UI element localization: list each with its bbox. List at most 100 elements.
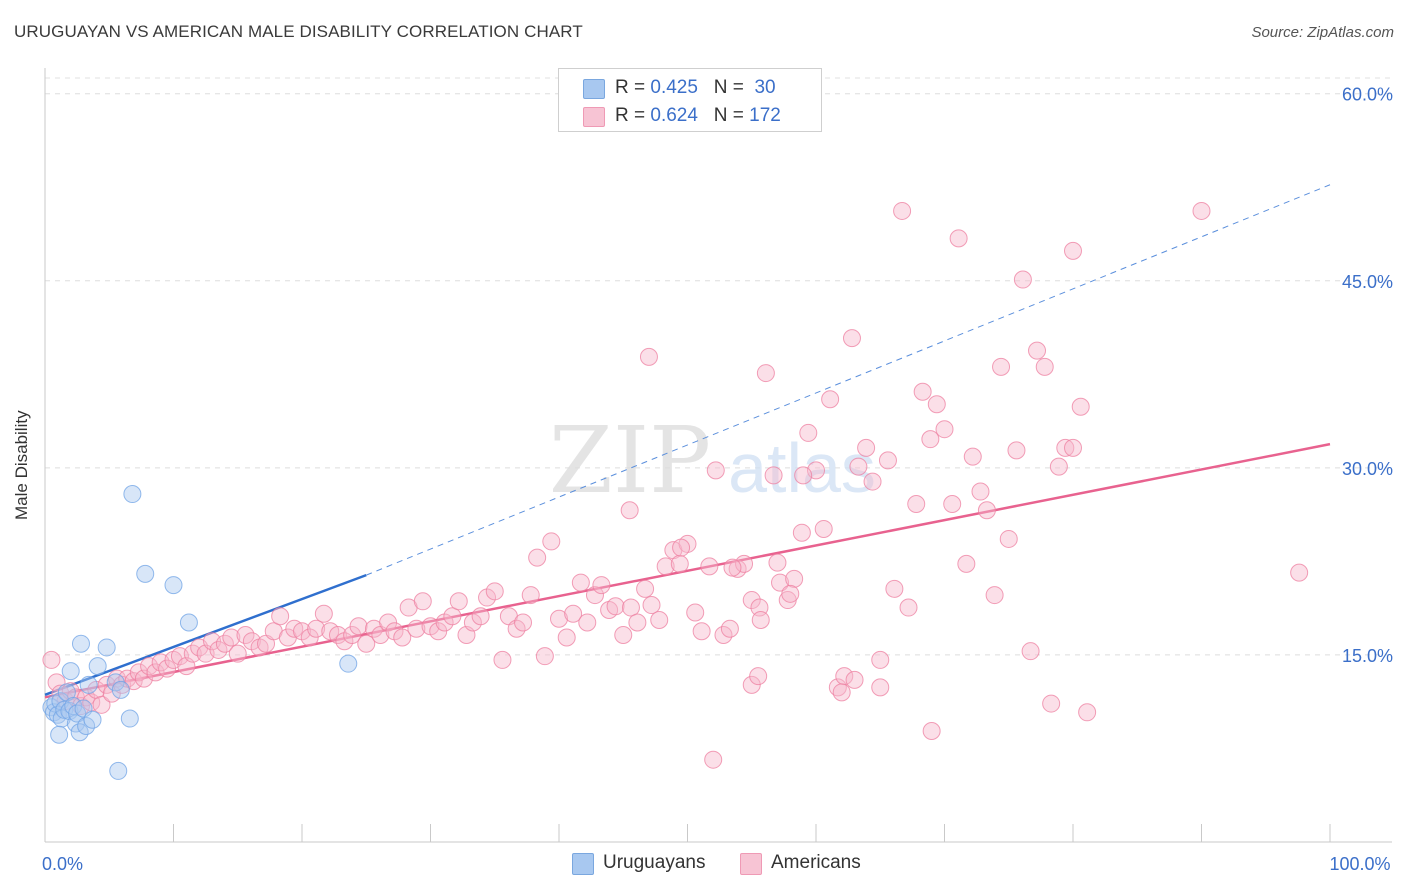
- american-point: [771, 573, 790, 592]
- axes: [44, 68, 1392, 843]
- uruguayans-swatch: [583, 79, 605, 99]
- american-point: [700, 557, 719, 576]
- uruguayan-point: [111, 680, 130, 699]
- american-point: [550, 609, 568, 628]
- american-point: [271, 607, 290, 626]
- uruguayan-point: [164, 576, 183, 595]
- american-point: [521, 586, 540, 605]
- american-point: [768, 553, 787, 572]
- uruguayan-point: [50, 725, 69, 744]
- american-point: [735, 554, 754, 573]
- uruguayan-point: [83, 710, 102, 729]
- uruguayans-trend-extension: [366, 184, 1331, 576]
- american-point: [471, 607, 490, 626]
- american-point: [1035, 357, 1054, 376]
- american-point: [1042, 694, 1061, 713]
- american-point: [957, 554, 976, 573]
- american-point: [971, 482, 990, 501]
- american-point: [92, 695, 111, 714]
- american-point: [927, 395, 946, 414]
- american-point: [443, 607, 462, 626]
- american-point: [42, 650, 61, 669]
- american-point: [943, 495, 962, 514]
- american-point: [585, 586, 604, 605]
- y-tick-label: 15.0%: [1342, 646, 1393, 666]
- american-point: [557, 628, 576, 647]
- american-point: [656, 557, 675, 576]
- american-point: [871, 650, 890, 669]
- source-label: Source: ZipAtlas.com: [1251, 24, 1394, 41]
- y-axis-title: Male Disability: [12, 410, 31, 520]
- american-point: [636, 579, 655, 598]
- chart-title: URUGUAYAN VS AMERICAN MALE DISABILITY CO…: [14, 22, 583, 41]
- american-point: [1192, 201, 1211, 220]
- american-point: [357, 634, 376, 653]
- american-point: [606, 597, 625, 616]
- americans-legend-swatch: [740, 853, 762, 875]
- american-point: [1013, 270, 1032, 289]
- american-point: [528, 548, 547, 567]
- american-point: [393, 628, 412, 647]
- american-point: [485, 582, 504, 601]
- y-tick-label: 45.0%: [1342, 272, 1393, 292]
- uruguayan-point: [109, 761, 128, 780]
- x-tick-label: 0.0%: [42, 854, 83, 874]
- american-point: [799, 423, 818, 442]
- uruguayan-point: [71, 634, 90, 653]
- american-point: [857, 438, 876, 457]
- american-point: [639, 347, 658, 366]
- american-point: [228, 644, 247, 663]
- american-point: [871, 678, 890, 697]
- american-point: [670, 554, 689, 573]
- y-tick-label: 60.0%: [1342, 85, 1393, 105]
- american-point: [963, 447, 982, 466]
- american-point: [614, 625, 633, 644]
- y-tick-label: 30.0%: [1342, 459, 1393, 479]
- american-point: [1290, 563, 1309, 582]
- uruguayan-point: [79, 675, 98, 694]
- american-point: [628, 613, 647, 632]
- american-point: [885, 579, 904, 598]
- american-point: [814, 519, 833, 538]
- american-point: [1064, 241, 1082, 260]
- uruguayan-point: [136, 564, 155, 583]
- american-point: [564, 604, 583, 623]
- american-point: [985, 586, 1004, 605]
- american-point: [792, 523, 811, 542]
- american-point: [686, 603, 705, 622]
- american-point: [899, 598, 918, 617]
- american-point: [922, 722, 941, 741]
- american-point: [1064, 438, 1082, 457]
- american-point: [413, 592, 432, 611]
- uruguayan-point: [97, 638, 116, 657]
- american-point: [832, 683, 851, 702]
- american-point: [863, 472, 882, 491]
- american-point: [949, 229, 968, 248]
- american-point: [592, 576, 611, 595]
- american-point: [1049, 457, 1068, 476]
- uruguayan-point: [66, 714, 85, 733]
- american-point: [764, 466, 783, 485]
- uruguayan-point: [120, 709, 139, 728]
- american-point: [314, 604, 333, 623]
- american-point: [407, 619, 426, 638]
- american-point: [921, 430, 940, 449]
- american-point: [571, 573, 590, 592]
- uruguayans-legend-swatch: [572, 853, 594, 875]
- american-point: [349, 617, 368, 636]
- american-point: [124, 672, 143, 691]
- tick-labels: 15.0% 30.0% 45.0% 60.0% 0.0% 100.0%: [42, 85, 1393, 874]
- uruguayan-point: [123, 485, 142, 504]
- american-point: [742, 591, 761, 610]
- watermark-atlas: atlas: [728, 429, 876, 507]
- american-point: [992, 357, 1011, 376]
- x-tick-label: 100.0%: [1329, 854, 1390, 874]
- uruguayan-point: [46, 694, 65, 713]
- american-point: [535, 647, 554, 666]
- american-point: [578, 613, 597, 632]
- american-point: [845, 670, 864, 689]
- stats-row-americans: R = 0.624 N = 172: [559, 103, 821, 131]
- american-point: [1056, 438, 1075, 457]
- american-point: [672, 538, 691, 557]
- american-point: [842, 329, 861, 348]
